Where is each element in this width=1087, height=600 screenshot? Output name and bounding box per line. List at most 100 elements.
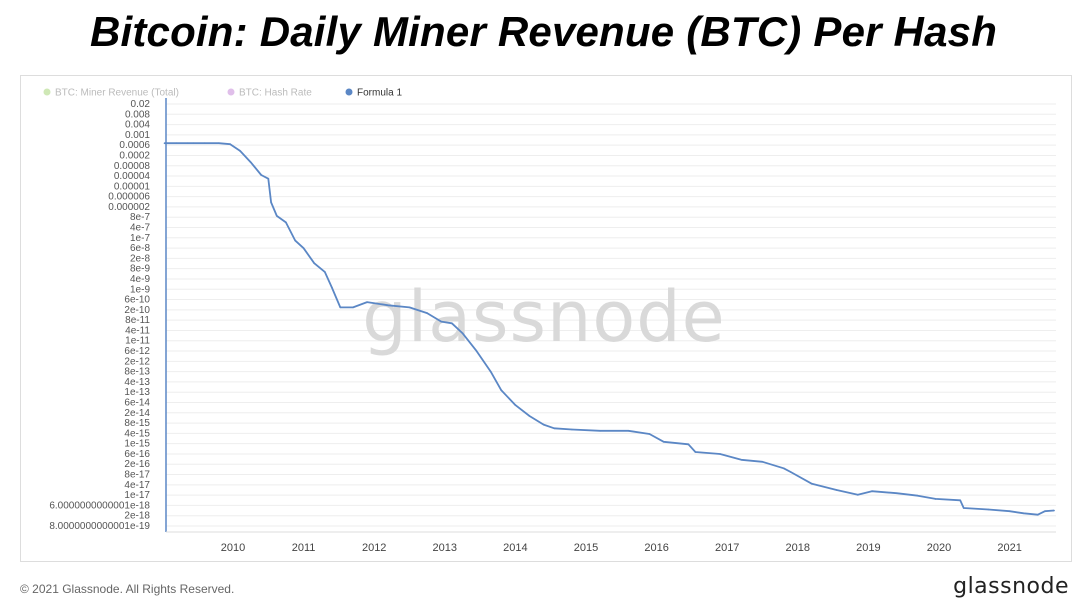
y-axis: 0.020.0080.0040.0010.00060.00020.000080.… <box>49 98 167 532</box>
data-point <box>811 482 813 485</box>
y-tick-label: 2e-16 <box>124 459 150 470</box>
x-tick-label: 2020 <box>927 542 951 554</box>
y-tick-label: 0.0002 <box>119 150 150 161</box>
data-point <box>275 215 278 217</box>
y-tick-label: 8e-17 <box>124 470 150 481</box>
legend: BTC: Miner Revenue (Total) BTC: Hash Rate… <box>43 88 403 99</box>
data-point <box>339 306 342 309</box>
data-point <box>426 312 428 314</box>
data-point <box>959 499 961 502</box>
legend-item[interactable]: BTC: Miner Revenue (Total) <box>43 88 179 99</box>
data-point <box>835 489 838 491</box>
data-point <box>218 142 220 144</box>
x-tick-label: 2021 <box>997 542 1021 554</box>
x-tick-label: 2013 <box>433 542 457 554</box>
copyright-text: © 2021 Glassnode. All Rights Reserved. <box>20 582 235 596</box>
data-point <box>313 262 315 265</box>
y-tick-label: 1e-17 <box>124 490 150 501</box>
data-point <box>761 460 764 463</box>
data-point <box>239 150 241 152</box>
y-tick-label: 0.00001 <box>114 181 151 192</box>
x-tick-label: 2014 <box>503 542 527 554</box>
data-point <box>408 306 411 309</box>
y-tick-label: 4e-17 <box>124 480 150 491</box>
x-tick-label: 2011 <box>292 542 316 554</box>
data-point <box>192 142 195 144</box>
y-tick-label: 0.00004 <box>114 171 151 182</box>
y-tick-label: 8e-15 <box>124 418 150 429</box>
data-point <box>323 271 326 273</box>
y-tick-label: 0.004 <box>125 120 150 131</box>
chart-panel: glassnode 0.02 0.008 0.004 0.001 0.0006 0.000… <box>20 75 1072 562</box>
data-point <box>719 453 721 455</box>
y-tick-label: 8e-13 <box>124 367 150 378</box>
x-tick-label: 2015 <box>574 542 598 554</box>
data-point <box>1053 509 1055 512</box>
x-tick-label: 2010 <box>221 542 245 554</box>
data-point <box>571 428 573 431</box>
y-tick-label: 2e-10 <box>124 305 150 316</box>
x-tick-label: 2012 <box>362 542 386 554</box>
y-tick-label: 6e-12 <box>124 346 150 357</box>
data-point <box>331 286 333 289</box>
data-point <box>352 306 354 309</box>
data-point <box>662 440 665 443</box>
data-point <box>895 492 898 495</box>
y-tick-label: 1e-15 <box>124 439 150 450</box>
data-point <box>934 498 937 500</box>
y-tick-label: 8e-11 <box>125 315 150 326</box>
y-tick-label: 8e-9 <box>130 264 150 275</box>
data-point <box>514 404 517 406</box>
y-tick-label: 2e-18 <box>124 511 150 522</box>
chart-svg: glassnode 0.020.0080.0040.0010.00060.000… <box>43 88 1056 554</box>
data-point <box>229 143 231 145</box>
y-tick-label: 4e-13 <box>124 377 150 388</box>
legend-dot-icon <box>227 88 235 96</box>
data-point <box>260 174 263 176</box>
data-point <box>599 430 601 432</box>
y-tick-label: 4e-9 <box>130 274 150 285</box>
y-tick-label: 2e-8 <box>130 253 150 264</box>
y-tick-label: 8.0000000000001e-19 <box>49 521 150 532</box>
data-point <box>871 490 873 493</box>
y-tick-label: 4e-15 <box>124 428 150 439</box>
data-point <box>553 427 556 430</box>
chart-headline: Bitcoin: Daily Miner Revenue (BTC) Per H… <box>89 8 998 55</box>
data-point <box>461 332 464 334</box>
y-tick-label: 6e-14 <box>124 397 150 408</box>
y-tick-label: 2e-14 <box>124 408 150 419</box>
y-tick-label: 0.000006 <box>108 192 150 203</box>
data-point <box>294 239 296 242</box>
y-tick-label: 0.0006 <box>119 140 150 151</box>
y-tick-label: 6e-10 <box>124 295 150 306</box>
data-point <box>648 433 651 435</box>
data-point <box>694 451 697 453</box>
data-point <box>687 443 690 446</box>
data-point <box>302 247 305 249</box>
data-point <box>285 221 287 224</box>
y-tick-label: 1e-7 <box>130 233 150 244</box>
data-point <box>187 142 189 144</box>
data-point <box>387 304 390 307</box>
y-tick-label: 2e-12 <box>124 356 150 367</box>
data-point <box>782 467 785 470</box>
y-tick-label: 8e-7 <box>130 212 150 223</box>
data-point <box>366 301 368 303</box>
data-point <box>489 370 492 373</box>
y-tick-label: 6e-8 <box>130 243 150 254</box>
legend-item[interactable]: Formula 1 <box>345 88 403 99</box>
data-point <box>857 494 859 496</box>
y-tick-label: 0.001 <box>125 130 150 141</box>
data-point <box>163 142 166 144</box>
legend-dot-icon <box>345 88 353 96</box>
legend-item[interactable]: BTC: Hash Rate <box>227 88 313 99</box>
data-point <box>962 507 965 509</box>
x-tick-label: 2019 <box>856 542 880 554</box>
data-point <box>175 142 178 144</box>
legend-label: Formula 1 <box>357 88 402 99</box>
y-tick-label: 0.008 <box>125 109 150 120</box>
data-point <box>451 322 453 325</box>
data-point <box>917 494 919 497</box>
watermark-text: glassnode <box>362 276 725 358</box>
data-point <box>500 389 503 392</box>
